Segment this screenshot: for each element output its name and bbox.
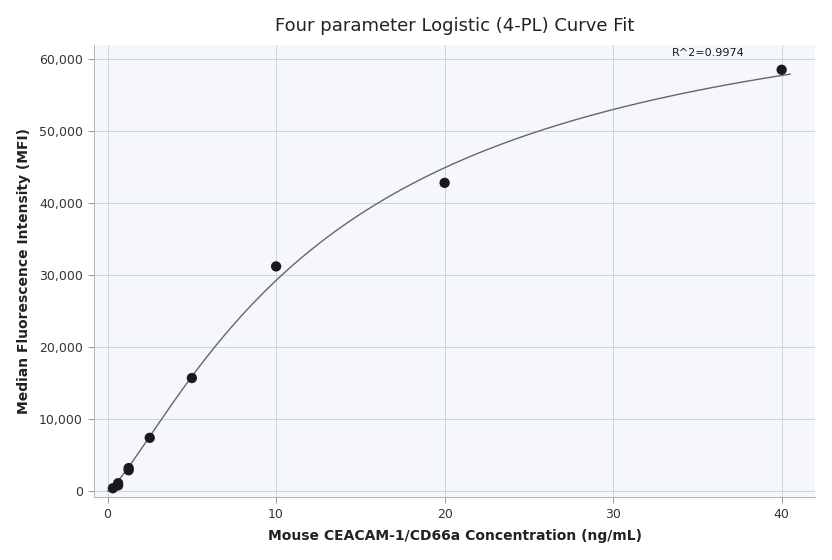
Point <box>143 433 156 442</box>
X-axis label: Mouse CEACAM-1/CD66a Concentration (ng/mL): Mouse CEACAM-1/CD66a Concentration (ng/m… <box>268 529 641 543</box>
Point <box>122 464 136 473</box>
Point <box>111 479 125 488</box>
Title: Four parameter Logistic (4-PL) Curve Fit: Four parameter Logistic (4-PL) Curve Fit <box>275 17 635 35</box>
Point <box>270 262 283 271</box>
Point <box>438 179 451 188</box>
Point <box>775 66 788 74</box>
Point <box>122 466 136 475</box>
Point <box>186 374 199 382</box>
Point <box>111 481 125 490</box>
Y-axis label: Median Fluorescence Intensity (MFI): Median Fluorescence Intensity (MFI) <box>17 128 31 414</box>
Text: R^2=0.9974: R^2=0.9974 <box>672 48 745 58</box>
Point <box>106 484 120 493</box>
